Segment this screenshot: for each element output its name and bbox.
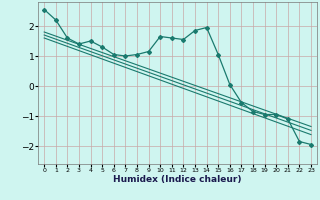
X-axis label: Humidex (Indice chaleur): Humidex (Indice chaleur) [113, 175, 242, 184]
